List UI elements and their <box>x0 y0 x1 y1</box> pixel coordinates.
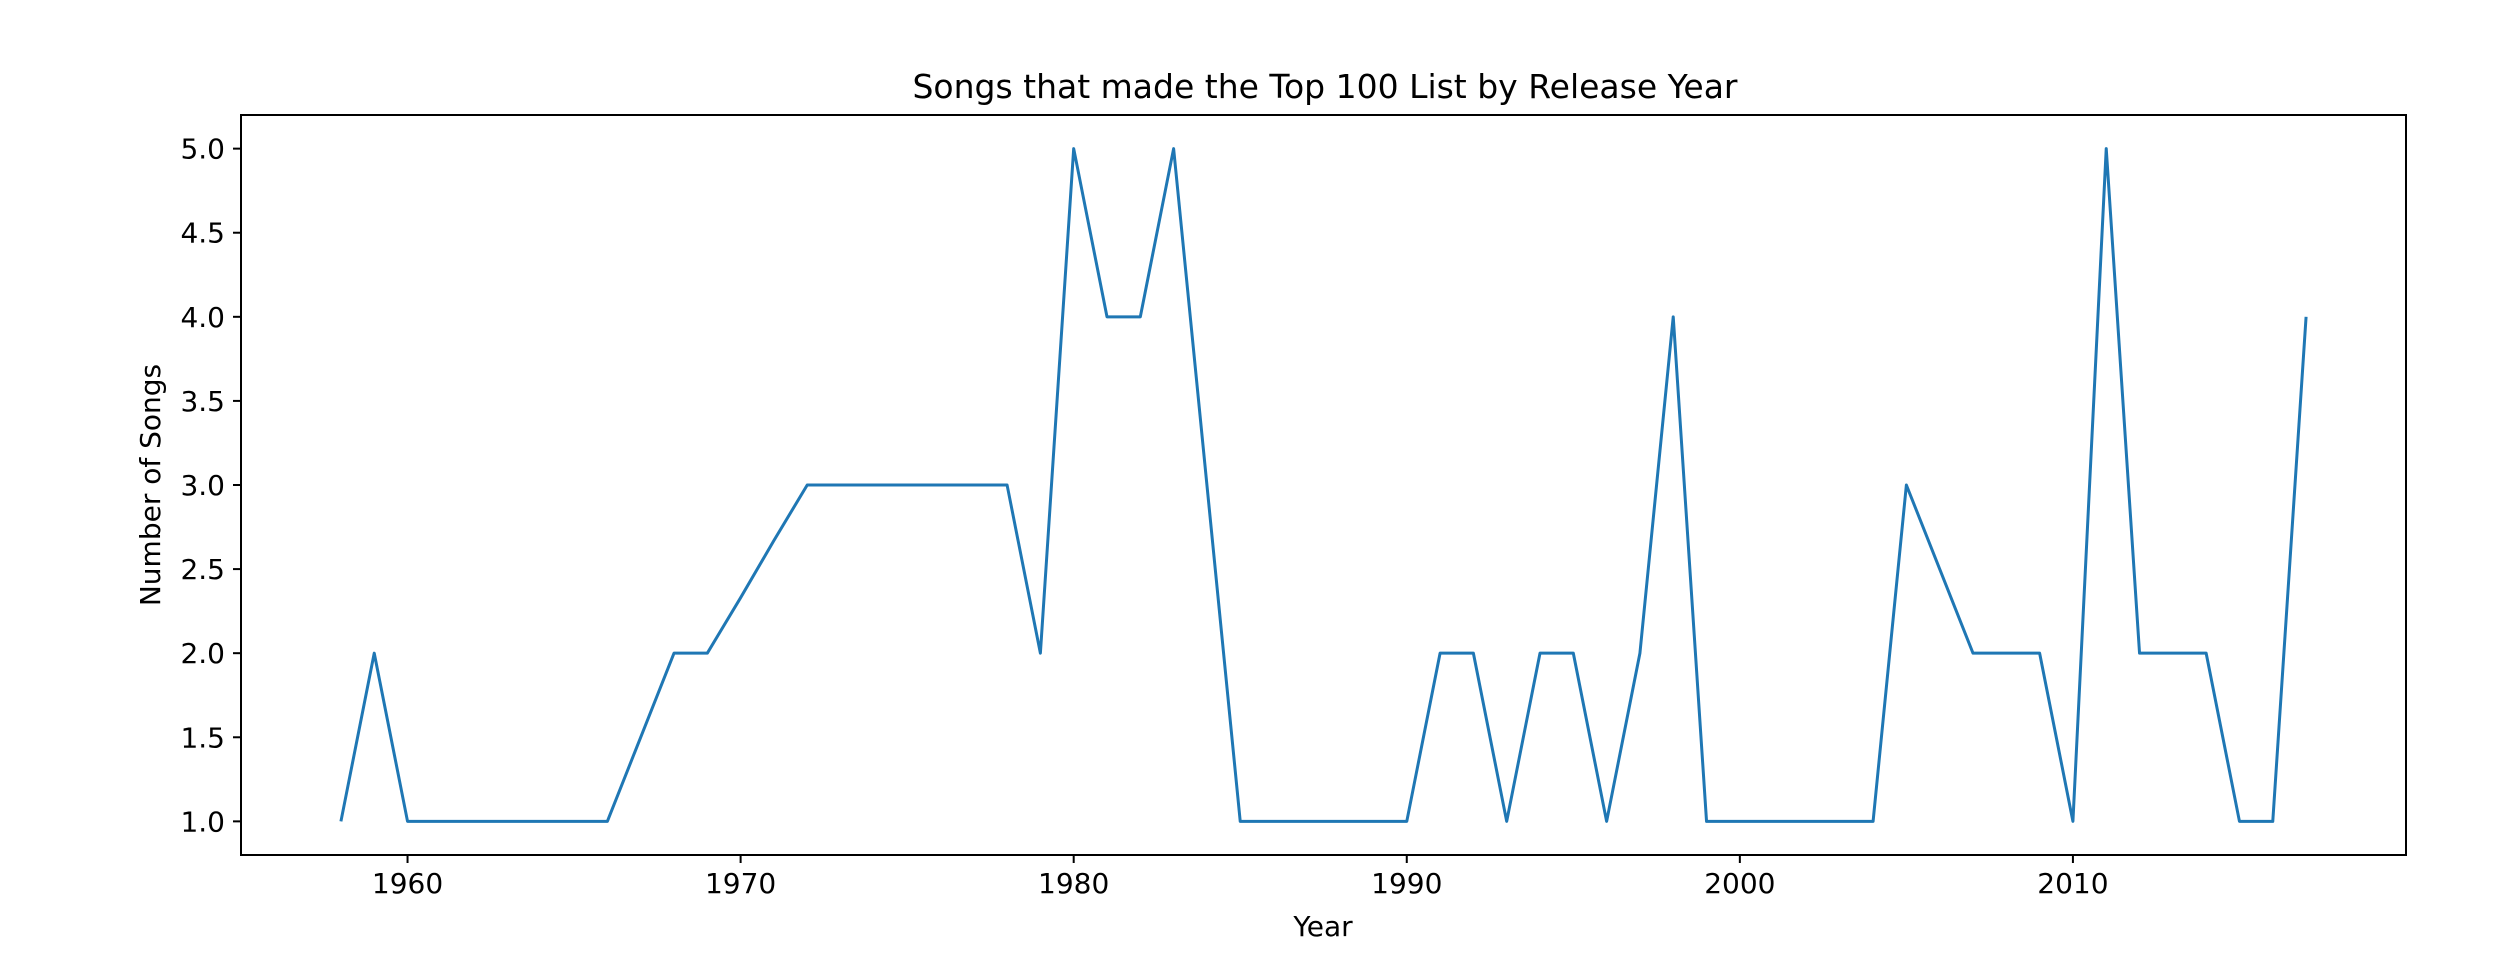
x-tick-label: 1980 <box>1038 867 1109 900</box>
y-tick-label: 4.0 <box>180 301 225 334</box>
y-tick-label: 2.5 <box>180 553 225 586</box>
y-tick-label: 3.5 <box>180 385 225 418</box>
y-tick-label: 4.5 <box>180 217 225 250</box>
y-tick-label: 1.5 <box>180 721 225 754</box>
y-tick-label: 2.0 <box>180 637 225 670</box>
x-axis: 1960 1970 1980 1990 2000 2010 <box>372 855 2109 900</box>
y-axis: 1.0 1.5 2.0 2.5 3.0 3.5 4.0 4.5 5.0 <box>180 133 241 838</box>
plot-area <box>339 147 2308 823</box>
chart-title: Songs that made the Top 100 List by Rele… <box>912 67 1737 106</box>
y-tick-label: 3.0 <box>180 469 225 502</box>
x-tick-label: 1990 <box>1371 867 1442 900</box>
x-tick-label: 1960 <box>372 867 443 900</box>
x-tick-label: 1970 <box>705 867 776 900</box>
x-axis-label: Year <box>1292 910 1353 943</box>
y-axis-label: Number of Songs <box>134 364 167 606</box>
y-tick-label: 5.0 <box>180 133 225 166</box>
y-tick-label: 1.0 <box>180 805 225 838</box>
x-tick-label: 2010 <box>2037 867 2108 900</box>
series-line-0 <box>339 147 2308 823</box>
x-tick-label: 2000 <box>1704 867 1775 900</box>
